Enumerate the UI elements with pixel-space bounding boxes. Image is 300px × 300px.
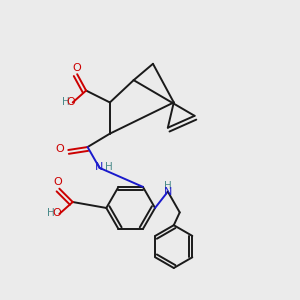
Text: H: H <box>104 162 112 172</box>
Text: O: O <box>53 177 62 187</box>
Text: H: H <box>164 181 172 191</box>
Text: N: N <box>164 187 172 196</box>
Text: H: H <box>47 208 55 218</box>
Text: O: O <box>66 97 75 106</box>
Text: H: H <box>62 97 70 106</box>
Text: O: O <box>56 144 64 154</box>
Text: O: O <box>52 208 61 218</box>
Text: N: N <box>95 162 104 172</box>
Text: O: O <box>73 63 82 73</box>
